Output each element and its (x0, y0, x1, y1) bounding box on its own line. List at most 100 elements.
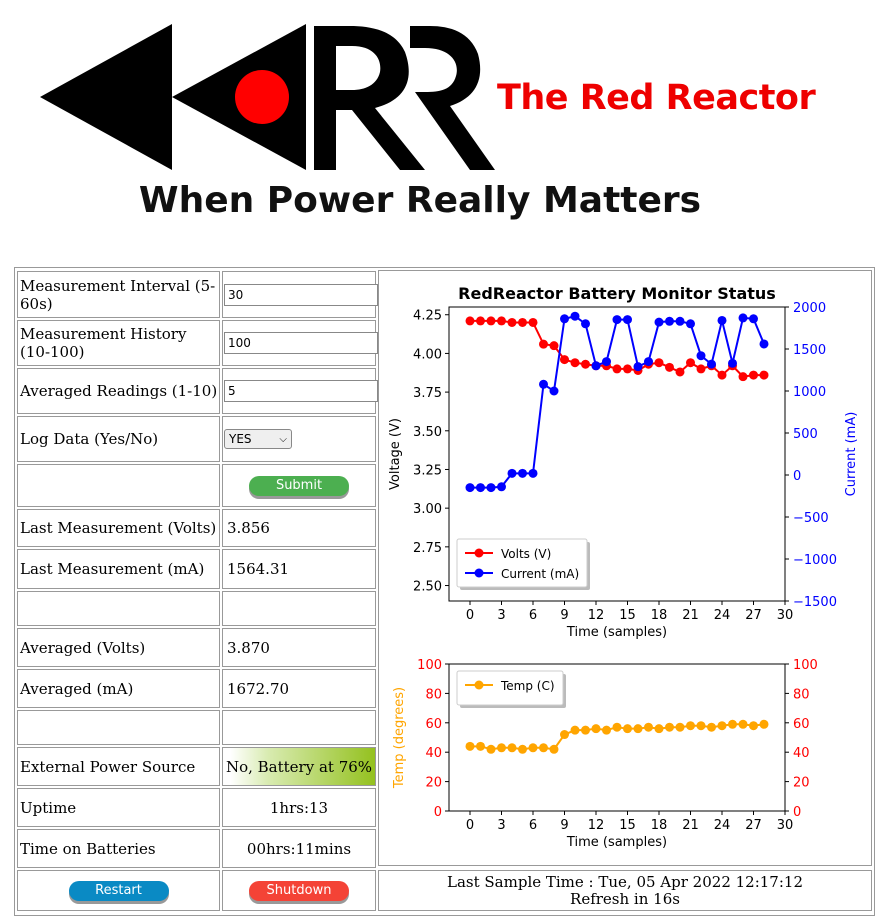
legend-box (456, 670, 564, 706)
y2-tick-label: 2000 (793, 301, 826, 316)
y-tick-label: 100 (417, 658, 442, 673)
measurement-history-input[interactable] (224, 332, 378, 354)
data-point (717, 370, 727, 380)
data-point (486, 744, 496, 754)
measurement-interval-input[interactable] (224, 283, 378, 306)
data-point (570, 725, 580, 735)
cell-submit: Submit (222, 464, 376, 507)
data-point (581, 359, 590, 369)
data-point (560, 730, 569, 740)
data-point (465, 741, 475, 751)
data-point (738, 313, 748, 323)
restart-button[interactable]: Restart (68, 880, 169, 901)
data-point (623, 315, 632, 325)
y2-tick-label: 0 (793, 805, 801, 820)
empty-cell (17, 591, 220, 626)
red-reactor-logo (40, 24, 495, 170)
data-point (749, 314, 758, 324)
cell-measurement-history (222, 320, 378, 366)
y-tick-label: 3.25 (413, 463, 442, 478)
data-point (623, 724, 632, 734)
data-point (476, 316, 485, 326)
legend-marker (474, 548, 484, 558)
cell-log-data: YES ⌵ (222, 416, 376, 462)
data-point (612, 364, 622, 374)
data-point (686, 319, 695, 329)
refresh-countdown: Refresh in 16s (570, 889, 680, 908)
data-point (497, 482, 506, 492)
y-axis-label: Temp (degrees) (392, 687, 407, 789)
label-last-ma: Last Measurement (mA) (17, 549, 220, 589)
cell-shutdown: Shutdown (222, 870, 376, 911)
data-point (591, 724, 601, 734)
data-point (518, 317, 527, 327)
data-point (560, 355, 569, 365)
data-point (707, 359, 716, 369)
chevron-down-icon: ⌵ (279, 433, 287, 445)
y-axis-label: Voltage (V) (388, 418, 403, 490)
data-point (612, 722, 622, 732)
data-point (602, 725, 611, 735)
x-tick-label: 12 (588, 608, 605, 623)
data-point (759, 719, 769, 729)
data-point (738, 719, 748, 729)
data-point (675, 367, 685, 377)
label-measurement-interval: Measurement Interval (5-60s) (17, 271, 220, 318)
time-on-batteries-value: 00hrs:11mins (222, 829, 376, 868)
label-last-volts: Last Measurement (Volts) (17, 509, 220, 547)
y2-tick-label: 40 (793, 746, 810, 761)
data-point (497, 743, 506, 753)
y2-tick-label: 80 (793, 687, 810, 702)
y2-tick-label: −1000 (793, 553, 837, 568)
data-point (570, 358, 580, 368)
data-point (696, 351, 706, 361)
data-point (539, 339, 548, 349)
y2-tick-label: 60 (793, 717, 810, 732)
data-point (665, 722, 674, 732)
last-volts-value: 3.856 (222, 509, 376, 547)
x-tick-label: 21 (682, 608, 699, 623)
cell-measurement-interval (222, 271, 378, 318)
y2-tick-label: 500 (793, 427, 818, 442)
data-point (686, 721, 695, 731)
data-point (518, 744, 527, 754)
empty-cell (17, 710, 220, 745)
label-measurement-history: Measurement History (10-100) (17, 320, 220, 366)
data-point (528, 468, 538, 478)
legend-marker (474, 680, 484, 690)
data-point (728, 358, 737, 368)
data-point (759, 370, 769, 380)
log-data-select[interactable]: YES ⌵ (224, 429, 292, 449)
x-tick-label: 27 (745, 608, 762, 623)
x-tick-label: 21 (682, 818, 699, 833)
x-tick-label: 24 (714, 608, 731, 623)
page-header: The Red Reactor When Power Really Matter… (0, 0, 892, 265)
y2-tick-label: −500 (793, 511, 829, 526)
y-tick-label: 40 (425, 746, 442, 761)
label-time-on-batteries: Time on Batteries (17, 829, 220, 868)
y2-tick-label: 1000 (793, 385, 826, 400)
label-uptime: Uptime (17, 788, 220, 827)
data-point (675, 722, 685, 732)
data-point (696, 721, 706, 731)
data-point (539, 743, 548, 753)
label-avg-ma: Averaged (mA) (17, 669, 220, 708)
x-tick-label: 3 (497, 608, 505, 623)
label-averaged-readings: Averaged Readings (1-10) (17, 368, 220, 414)
data-point (654, 317, 664, 327)
submit-button[interactable]: Submit (249, 475, 349, 496)
chart-panel: RedReactor Battery Monitor Status 0 3 6 9 12 1… (378, 270, 872, 866)
empty-cell (222, 591, 376, 626)
x-tick-label: 18 (651, 608, 668, 623)
x-axis-label: Time (samples) (566, 625, 667, 640)
data-point (570, 311, 580, 321)
tagline: When Power Really Matters (138, 180, 702, 221)
y-tick-label: 2.75 (413, 541, 442, 556)
y2-tick-label: 0 (793, 469, 801, 484)
data-point (644, 357, 653, 367)
shutdown-button[interactable]: Shutdown (249, 880, 349, 901)
averaged-readings-input[interactable] (224, 380, 378, 402)
legend-label: Volts (V) (501, 547, 551, 561)
data-point (581, 319, 590, 329)
cell-averaged-readings (222, 368, 378, 414)
